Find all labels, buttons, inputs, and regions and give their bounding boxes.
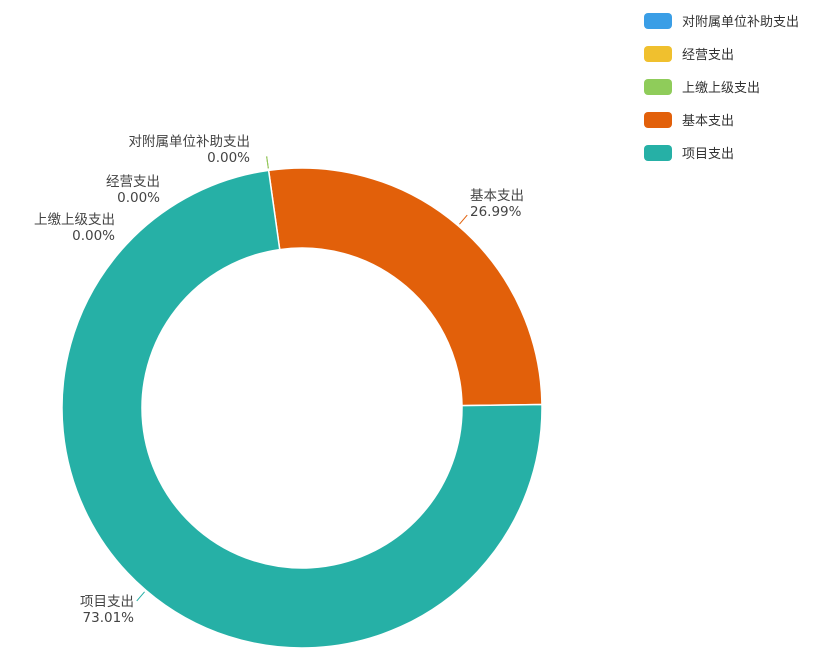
slice-label-name: 项目支出 — [80, 594, 134, 610]
legend-label: 上缴上级支出 — [682, 81, 761, 96]
legend-item-对附属单位补助支出[interactable]: 对附属单位补助支出 — [644, 12, 800, 30]
slice-label-value: 26.99% — [470, 204, 522, 220]
legend-swatch — [644, 78, 672, 95]
slice-label-group: 对附属单位补助支出0.00%经营支出0.00%上缴上级支出0.00%基本支出26… — [34, 134, 524, 626]
legend: 对附属单位补助支出 经营支出 上缴上级支出 基本支出 项目支出 — [644, 12, 799, 177]
legend-label: 项目支出 — [682, 147, 735, 162]
legend-label: 基本支出 — [682, 114, 735, 129]
leader-line-group — [136, 156, 468, 602]
legend-label: 对附属单位补助支出 — [682, 15, 800, 30]
legend-item-上缴上级支出[interactable]: 上缴上级支出 — [644, 78, 799, 96]
slice-group — [61, 167, 543, 648]
leader-line — [459, 214, 468, 225]
legend-swatch — [644, 12, 672, 29]
slice-label-value: 0.00% — [72, 228, 115, 244]
legend-item-项目支出[interactable]: 项目支出 — [644, 144, 799, 162]
slice-label-value: 0.00% — [117, 190, 160, 206]
slice-label-name: 基本支出 — [470, 187, 524, 204]
legend-swatch — [644, 45, 672, 62]
slice-label-name: 对附属单位补助支出 — [129, 134, 251, 150]
legend-swatch — [644, 111, 672, 128]
legend-item-经营支出[interactable]: 经营支出 — [644, 45, 799, 63]
slice-label-value: 0.00% — [207, 150, 250, 166]
slice-label-name: 经营支出 — [106, 174, 160, 190]
legend-item-基本支出[interactable]: 基本支出 — [644, 111, 799, 129]
slice-项目支出[interactable] — [61, 169, 543, 648]
slice-基本支出[interactable] — [267, 167, 543, 407]
leader-line — [266, 156, 269, 169]
leader-line — [136, 591, 145, 602]
legend-label: 经营支出 — [682, 48, 735, 63]
legend-swatch — [644, 144, 672, 161]
slice-label-value: 73.01% — [83, 610, 135, 626]
slice-label-name: 上缴上级支出 — [34, 212, 115, 228]
